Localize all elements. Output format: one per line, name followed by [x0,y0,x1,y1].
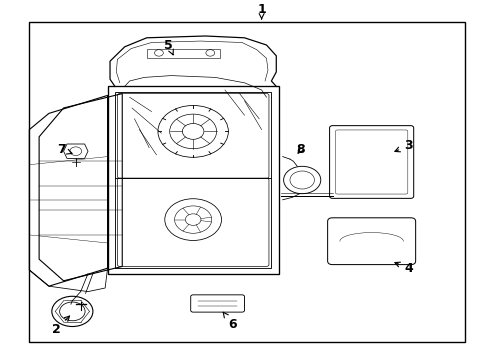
Text: 7: 7 [57,143,72,156]
Bar [29,22,464,342]
Text: 4: 4 [394,262,412,275]
Text: 2: 2 [52,316,69,336]
Text: 3: 3 [394,139,412,152]
Bar [107,86,278,274]
Text: 5: 5 [164,39,173,55]
Bar [146,49,220,58]
Text: 8: 8 [296,143,305,156]
Text: 6: 6 [223,312,236,330]
Text: 1: 1 [257,3,265,19]
Bar [115,92,271,268]
